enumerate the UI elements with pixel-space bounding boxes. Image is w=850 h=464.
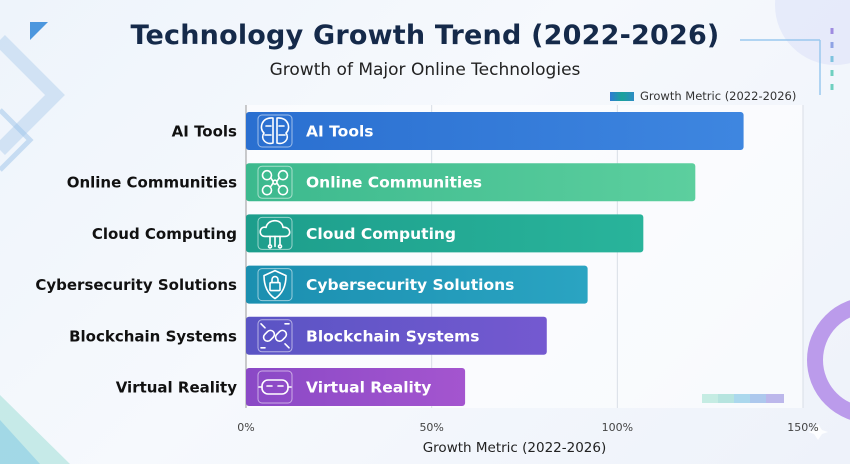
bar-inner-label: AI Tools bbox=[306, 123, 374, 141]
chart-subtitle: Growth of Major Online Technologies bbox=[269, 60, 581, 80]
bar-online-communities bbox=[246, 163, 696, 202]
x-tick-label: 50% bbox=[419, 421, 443, 434]
bar-ai-tools bbox=[246, 112, 744, 150]
y-tick-label: AI Tools bbox=[172, 123, 237, 141]
bar-inner-label: Blockchain Systems bbox=[306, 327, 480, 345]
y-tick-label: Cybersecurity Solutions bbox=[35, 276, 237, 294]
bar-icon-frame bbox=[257, 370, 293, 404]
y-tick-label: Blockchain Systems bbox=[69, 327, 237, 345]
bar-virtual-reality bbox=[246, 368, 466, 406]
bar-inner-label: Cloud Computing bbox=[306, 225, 456, 243]
x-tick-label: 150% bbox=[787, 421, 818, 434]
bar-icon-frame bbox=[257, 114, 293, 148]
chain-link-icon bbox=[260, 323, 290, 349]
x-axis-label: Growth Metric (2022-2026) bbox=[423, 440, 607, 456]
chart-legend: Growth Metric (2022-2026) bbox=[610, 88, 796, 104]
vr-headset-icon bbox=[258, 379, 292, 395]
y-tick-label: Virtual Reality bbox=[116, 379, 238, 397]
bar-icon-frame bbox=[257, 268, 293, 302]
bar-inner-label: Cybersecurity Solutions bbox=[306, 276, 514, 294]
bar-inner-label: Virtual Reality bbox=[306, 379, 431, 397]
bar-icon-frame bbox=[257, 165, 293, 199]
bar-blockchain-systems bbox=[246, 316, 547, 355]
people-network-icon bbox=[261, 169, 289, 196]
bar-cloud-computing bbox=[246, 214, 644, 253]
bar-inner-label: Online Communities bbox=[306, 174, 482, 192]
x-tick-label: 0% bbox=[237, 421, 254, 434]
x-tick-label: 100% bbox=[602, 421, 633, 434]
shield-lock-icon bbox=[263, 269, 287, 300]
bar-cybersecurity-solutions bbox=[246, 265, 588, 304]
legend-label: Growth Metric (2022-2026) bbox=[640, 89, 797, 103]
plot-area bbox=[246, 105, 803, 408]
bar-icon-frame bbox=[257, 216, 293, 250]
y-tick-label: Online Communities bbox=[67, 174, 237, 192]
y-tick-label: Cloud Computing bbox=[92, 225, 237, 243]
chart-title: Technology Growth Trend (2022-2026) bbox=[130, 20, 720, 51]
legend-swatch bbox=[610, 91, 634, 101]
brain-icon bbox=[260, 117, 290, 145]
cloud-circuit-icon bbox=[259, 219, 291, 249]
bar-icon-frame bbox=[257, 319, 293, 353]
